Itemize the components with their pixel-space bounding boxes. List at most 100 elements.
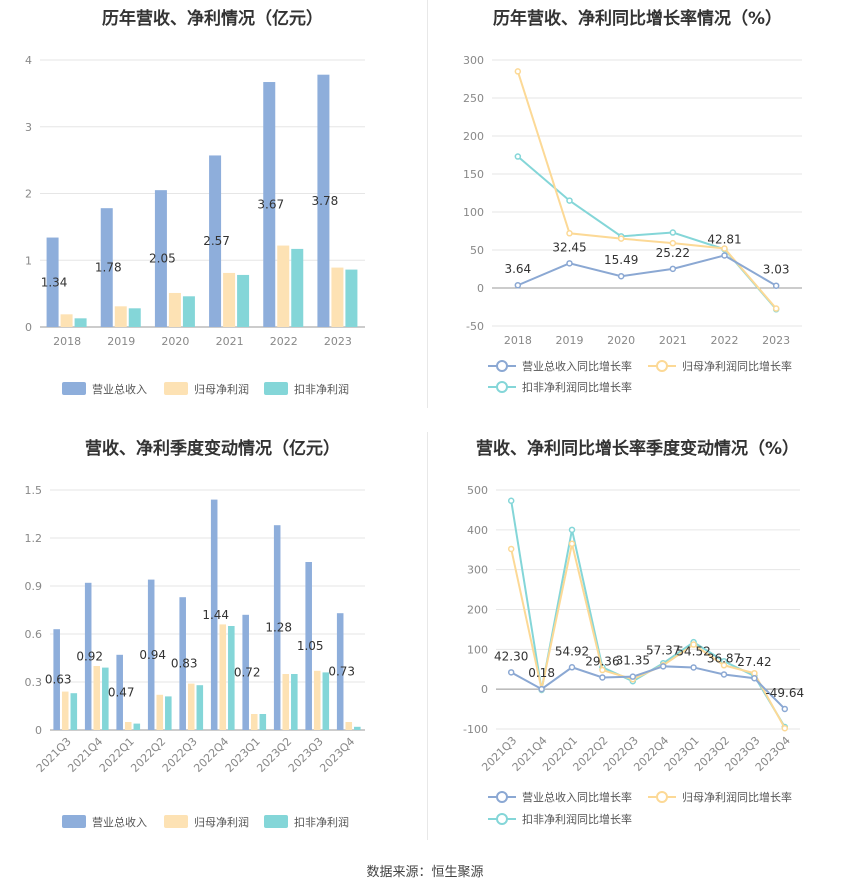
y-tick-label: 0 (477, 282, 484, 295)
bar-deducted-profit (237, 274, 250, 327)
data-point (751, 674, 758, 682)
data-label: 0.18 (528, 666, 555, 680)
y-tick-label: 300 (463, 54, 484, 67)
data-label: 3.67 (257, 198, 284, 212)
chart-title: 营收、净利季度变动情况（亿元） (85, 439, 340, 459)
bar-net-profit (313, 670, 321, 730)
data-label: 54.92 (555, 644, 589, 658)
data-label: 0.92 (76, 649, 103, 663)
bar-deducted-profit (102, 667, 109, 730)
y-tick-label: 0.9 (25, 580, 43, 593)
legend-label: 扣非净利润同比增长率 (522, 812, 632, 826)
bar-revenue (147, 579, 155, 730)
data-label: 1.34 (41, 275, 68, 289)
data-point (538, 685, 545, 693)
legend-label: 归母净利润 (194, 815, 249, 829)
data-point (690, 641, 697, 648)
y-tick-label: 400 (467, 524, 488, 537)
panel-divider-bottom (427, 432, 428, 840)
bar-deducted-profit (322, 672, 330, 730)
legend-label: 营业总收入同比增长率 (522, 790, 632, 804)
x-tick-label: 2018 (504, 334, 532, 347)
data-point (507, 497, 515, 505)
legend-swatch (264, 815, 288, 828)
data-point (599, 666, 606, 674)
legend-swatch (164, 382, 188, 395)
bar-net-profit (93, 666, 101, 730)
data-point (599, 674, 606, 681)
x-tick-label: 2021 (659, 334, 687, 347)
bar-revenue (179, 597, 186, 730)
data-point (507, 669, 515, 676)
data-label: 0.72 (234, 665, 261, 679)
y-tick-label: 1 (25, 254, 32, 267)
chart-title: 营收、净利同比增长率季度变动情况（%） (475, 439, 800, 459)
bar-net-profit (114, 306, 127, 327)
y-tick-label: 0.6 (25, 628, 43, 641)
legend-swatch (164, 815, 188, 828)
series-line-1 (516, 71, 777, 310)
bar-net-profit (187, 683, 195, 730)
y-tick-label: 250 (463, 92, 484, 105)
data-label: 3.78 (312, 194, 339, 208)
bar-revenue (209, 155, 222, 327)
data-point (772, 305, 780, 312)
data-point (566, 197, 573, 204)
bar-deducted-profit (291, 248, 304, 327)
data-label: 57.37 (646, 643, 680, 657)
y-tick-label: 1.2 (25, 532, 43, 545)
data-point (659, 663, 667, 670)
legend-label: 扣非净利润同比增长率 (522, 380, 632, 394)
bar-deducted-profit (354, 726, 361, 730)
y-tick-label: 2 (25, 188, 32, 201)
legend-marker (496, 791, 508, 803)
x-tick-label: 2021 (216, 335, 244, 348)
data-label: 0.47 (108, 685, 135, 699)
y-tick-label: 0 (25, 321, 32, 334)
data-label: 0.83 (171, 657, 198, 671)
x-tick-label: 2023 (762, 334, 790, 347)
bar-revenue (116, 654, 123, 730)
bar-net-profit (345, 722, 353, 730)
bar-revenue (210, 499, 218, 730)
y-tick-label: 3 (25, 121, 32, 134)
data-label: 0.73 (328, 665, 355, 679)
quarterly-growth-rate-plot: -10001002003004005002021Q32021Q42022Q120… (463, 484, 804, 826)
bar-net-profit (331, 267, 344, 327)
data-label: 0.63 (45, 673, 72, 687)
legend-label: 扣非净利润 (294, 382, 349, 396)
data-point (629, 673, 637, 680)
bar-deducted-profit (165, 696, 172, 730)
legend-label: 营业总收入 (92, 382, 147, 396)
bar-deducted-profit (196, 685, 204, 730)
data-point (617, 272, 625, 280)
data-label: 54.52 (676, 644, 710, 658)
legend-marker (496, 381, 508, 393)
legend-swatch (62, 382, 86, 395)
y-tick-label: 1.5 (25, 484, 43, 497)
y-tick-label: 50 (470, 244, 484, 257)
data-label: 15.49 (604, 253, 638, 267)
data-label: 42.81 (707, 232, 741, 246)
data-point (514, 281, 522, 289)
x-tick-label: 2018 (53, 335, 81, 348)
x-tick-label: 2020 (161, 335, 189, 348)
legend-label: 归母净利润同比增长率 (682, 790, 792, 804)
bar-deducted-profit (133, 723, 141, 730)
y-tick-label: 500 (467, 484, 488, 497)
data-label: -49.64 (765, 686, 804, 700)
bar-revenue (154, 190, 167, 327)
bar-net-profit (61, 691, 69, 730)
legend-label: 营业总收入同比增长率 (522, 359, 632, 373)
bar-deducted-profit (74, 318, 87, 327)
legend-marker (496, 360, 508, 372)
data-label: 27.42 (737, 655, 771, 669)
x-tick-label: 2022 (711, 334, 739, 347)
data-label: 0.94 (139, 648, 166, 662)
bar-net-profit (219, 624, 227, 730)
data-label: 2.57 (203, 234, 230, 248)
y-tick-label: 200 (463, 130, 484, 143)
legend-label: 扣非净利润 (294, 815, 349, 829)
legend-swatch (62, 815, 86, 828)
data-label: 31.35 (616, 654, 650, 668)
